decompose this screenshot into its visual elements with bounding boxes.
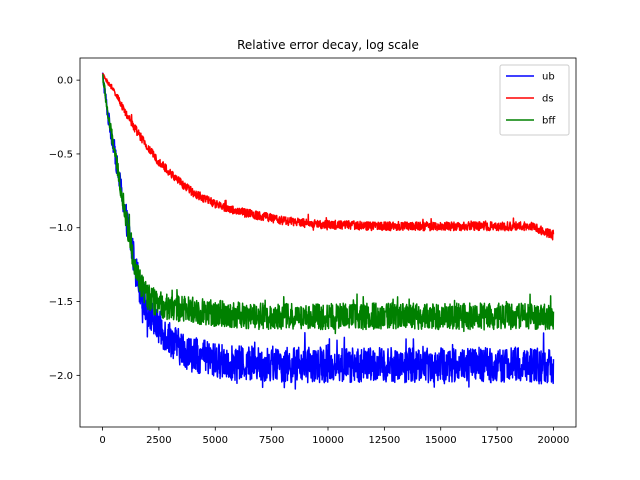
y-tick-label: 0.0 [57, 76, 73, 87]
x-tick-label: 7500 [259, 435, 284, 446]
x-tick-label: 17500 [481, 435, 513, 446]
x-tick-label: 10000 [312, 435, 344, 446]
chart-title: Relative error decay, log scale [237, 38, 419, 52]
x-tick-label: 2500 [146, 435, 171, 446]
series-line-ub [101, 72, 555, 390]
series-layer [101, 72, 555, 390]
x-tick-label: 12500 [368, 435, 400, 446]
series-line-bff [101, 73, 555, 335]
legend-label-ub: ub [542, 72, 555, 83]
y-tick-label: −2.0 [49, 371, 73, 382]
legend-label-ds: ds [542, 94, 554, 105]
x-tick-label: 0 [99, 435, 105, 446]
axes-layer: 0 2500 5000 7500 10000 12500 15000 17500 20000 0.… [49, 57, 577, 446]
legend: ub ds bff [499, 64, 570, 136]
x-tick-label: 15000 [425, 435, 457, 446]
x-tick-label: 20000 [538, 435, 570, 446]
y-tick-label: −0.5 [49, 149, 73, 160]
series-line-ds [102, 72, 555, 241]
legend-box [499, 64, 570, 136]
legend-label-bff: bff [542, 116, 556, 127]
y-tick-label: −1.5 [49, 297, 73, 308]
y-tick-label: −1.0 [49, 223, 73, 234]
x-tick-label: 5000 [203, 435, 228, 446]
